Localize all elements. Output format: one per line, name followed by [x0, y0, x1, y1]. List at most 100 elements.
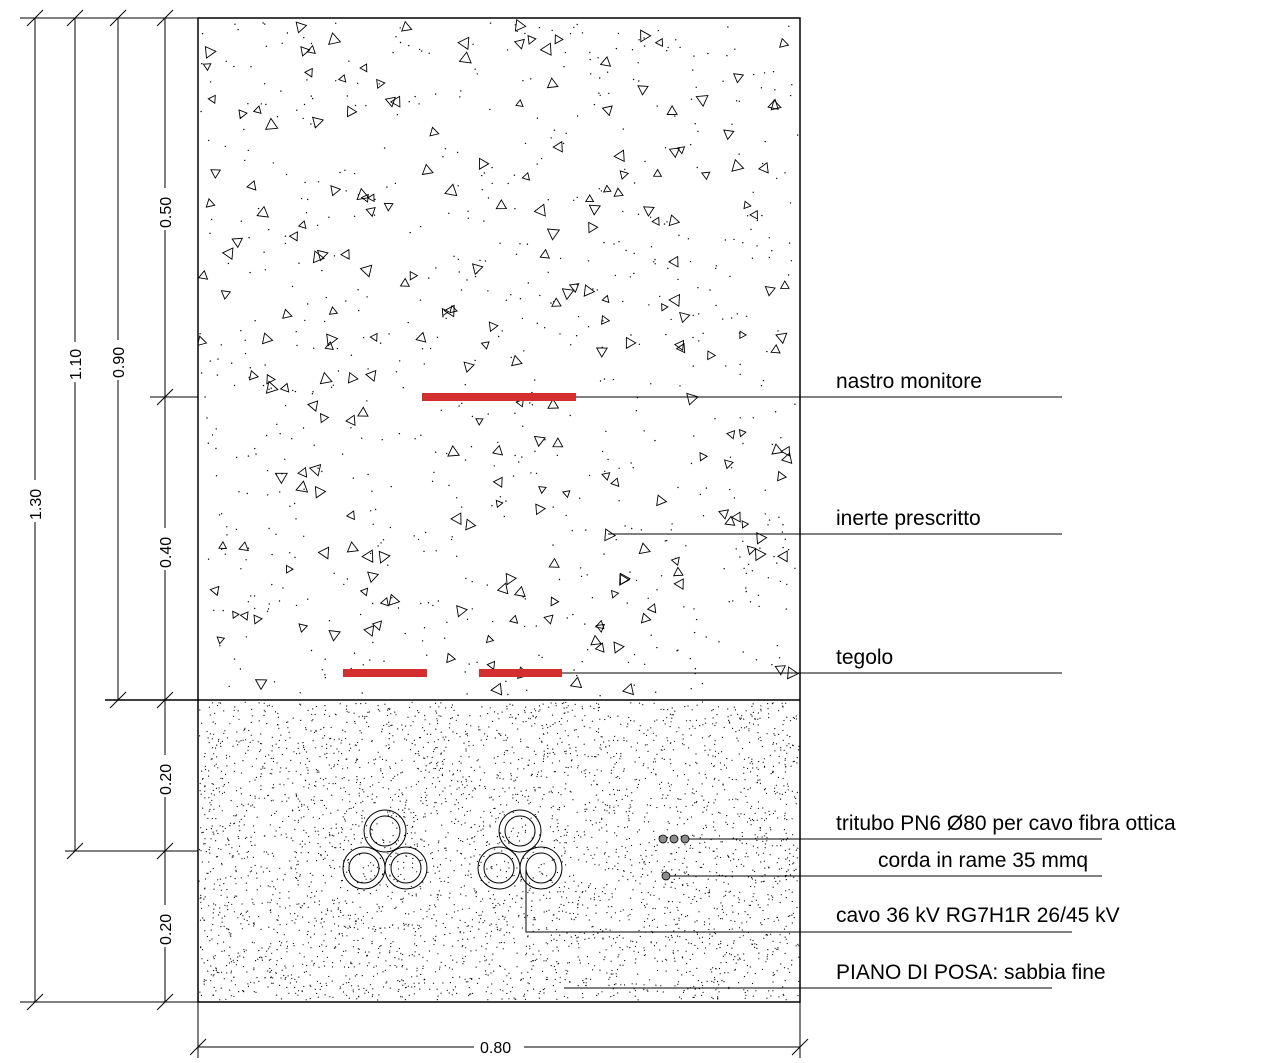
sand-dot [752, 845, 755, 847]
sand-dot [600, 928, 602, 931]
sand-dot [784, 812, 786, 814]
sand-dot [542, 727, 544, 729]
sand-dot [772, 951, 774, 953]
sand-dot [310, 985, 312, 987]
sand-dot [695, 801, 697, 804]
sand-dot [306, 767, 308, 769]
sand-dot [388, 738, 390, 740]
sand-dot [348, 750, 350, 752]
sand-dot [299, 952, 301, 954]
sand-dot [692, 882, 695, 884]
sand-dot [669, 939, 671, 941]
aggregate-grain [485, 634, 495, 644]
sand-dot [227, 928, 229, 930]
sand-dot [361, 817, 363, 819]
sand-dot [276, 762, 278, 764]
sand-dot [627, 815, 629, 817]
aggregate-dot [471, 608, 473, 610]
sand-dot [704, 841, 706, 843]
sand-dot [736, 865, 738, 868]
sand-dot [253, 903, 255, 905]
sand-dot [209, 808, 211, 811]
sand-dot [578, 947, 580, 949]
sand-dot [486, 841, 488, 844]
sand-dot [636, 787, 639, 789]
sand-dot [733, 858, 735, 860]
sand-dot [241, 903, 243, 905]
sand-dot [297, 821, 299, 823]
sand-dot [443, 758, 445, 761]
sand-dot [213, 733, 215, 735]
aggregate-grain [492, 476, 503, 488]
aggregate-dot [630, 462, 632, 464]
aggregate-dot [499, 242, 501, 244]
sand-dot [291, 977, 293, 980]
sand-dot [568, 945, 570, 947]
sand-dot [652, 907, 654, 910]
sand-dot [685, 950, 687, 952]
sand-dot [747, 876, 750, 878]
aggregate-dot [692, 365, 694, 367]
sand-dot [424, 777, 426, 779]
sand-dot [792, 834, 794, 836]
sand-dot [458, 787, 460, 789]
sand-dot [683, 990, 685, 992]
sand-dot [326, 956, 329, 958]
aggregate-dot [483, 220, 485, 222]
sand-dot [243, 824, 245, 826]
sand-dot [566, 720, 569, 722]
sand-dot [728, 777, 730, 779]
sand-dot [313, 925, 315, 927]
aggregate-dot [718, 641, 720, 643]
sand-dot [424, 816, 426, 818]
sand-dot [552, 950, 554, 952]
sand-dot [774, 750, 776, 752]
sand-dot [329, 842, 331, 844]
aggregate-dot [618, 467, 620, 469]
sand-dot [244, 701, 246, 703]
sand-dot [762, 807, 764, 809]
aggregate-dot [643, 45, 646, 47]
sand-dot [333, 739, 335, 741]
sand-dot [453, 904, 455, 906]
sand-dot [456, 850, 458, 852]
sand-dot [467, 925, 470, 927]
sand-dot [237, 835, 239, 838]
aggregate-dot [484, 260, 487, 262]
sand-dot [277, 712, 279, 715]
sand-dot [444, 798, 446, 800]
sand-dot [551, 881, 553, 883]
sand-dot [674, 740, 676, 742]
sand-dot [247, 983, 249, 985]
sand-dot [258, 720, 260, 722]
sand-dot [670, 934, 673, 937]
sand-dot [626, 946, 628, 948]
aggregate-grain [376, 78, 386, 90]
sand-dot [212, 994, 214, 996]
sand-dot [611, 969, 613, 972]
sand-dot [653, 845, 656, 848]
sand-dot [567, 767, 569, 769]
aggregate-dot [656, 589, 658, 591]
aggregate-grain [731, 158, 745, 172]
aggregate-dot [467, 210, 469, 212]
sand-dot [714, 857, 716, 859]
sand-dot [418, 928, 420, 930]
sand-dot [472, 744, 474, 746]
sand-dot [743, 813, 745, 815]
sand-dot [345, 758, 347, 760]
sand-dot [560, 794, 562, 796]
aggregate-dot [435, 267, 437, 269]
aggregate-grain [757, 161, 769, 174]
sand-dot [216, 744, 218, 746]
sand-dot [620, 910, 622, 912]
aggregate-dot [522, 80, 524, 82]
sand-dot [720, 902, 722, 904]
sand-dot [789, 747, 792, 749]
sand-dot [706, 805, 708, 807]
sand-dot [229, 853, 231, 855]
sand-dot [484, 876, 486, 878]
aggregate-dot [317, 467, 319, 469]
sand-dot [436, 747, 438, 749]
sand-dot [685, 763, 687, 765]
